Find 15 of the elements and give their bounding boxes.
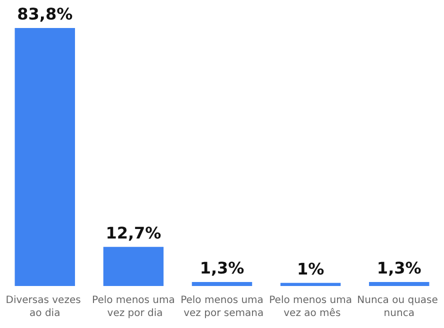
data-label: 83,8% bbox=[17, 4, 73, 24]
x-tick-label: Diversas vezes ao dia bbox=[6, 295, 84, 319]
bar bbox=[280, 282, 341, 286]
bar bbox=[192, 282, 252, 286]
data-label: 1% bbox=[296, 259, 324, 278]
bar bbox=[369, 282, 430, 286]
data-label: 1,3% bbox=[200, 258, 244, 278]
x-tick-label: Pelo menos uma vez por semana bbox=[180, 295, 264, 319]
x-tick-label: Nunca ou quase nunca bbox=[357, 295, 442, 319]
data-label: 12,7% bbox=[106, 223, 162, 242]
data-label: 1,3% bbox=[376, 258, 422, 278]
x-tick-label: Pelo menos uma vez ao mês bbox=[269, 295, 352, 319]
bar bbox=[14, 28, 75, 286]
bar bbox=[103, 246, 164, 286]
x-tick-label: Pelo menos uma vez por dia bbox=[92, 295, 175, 319]
